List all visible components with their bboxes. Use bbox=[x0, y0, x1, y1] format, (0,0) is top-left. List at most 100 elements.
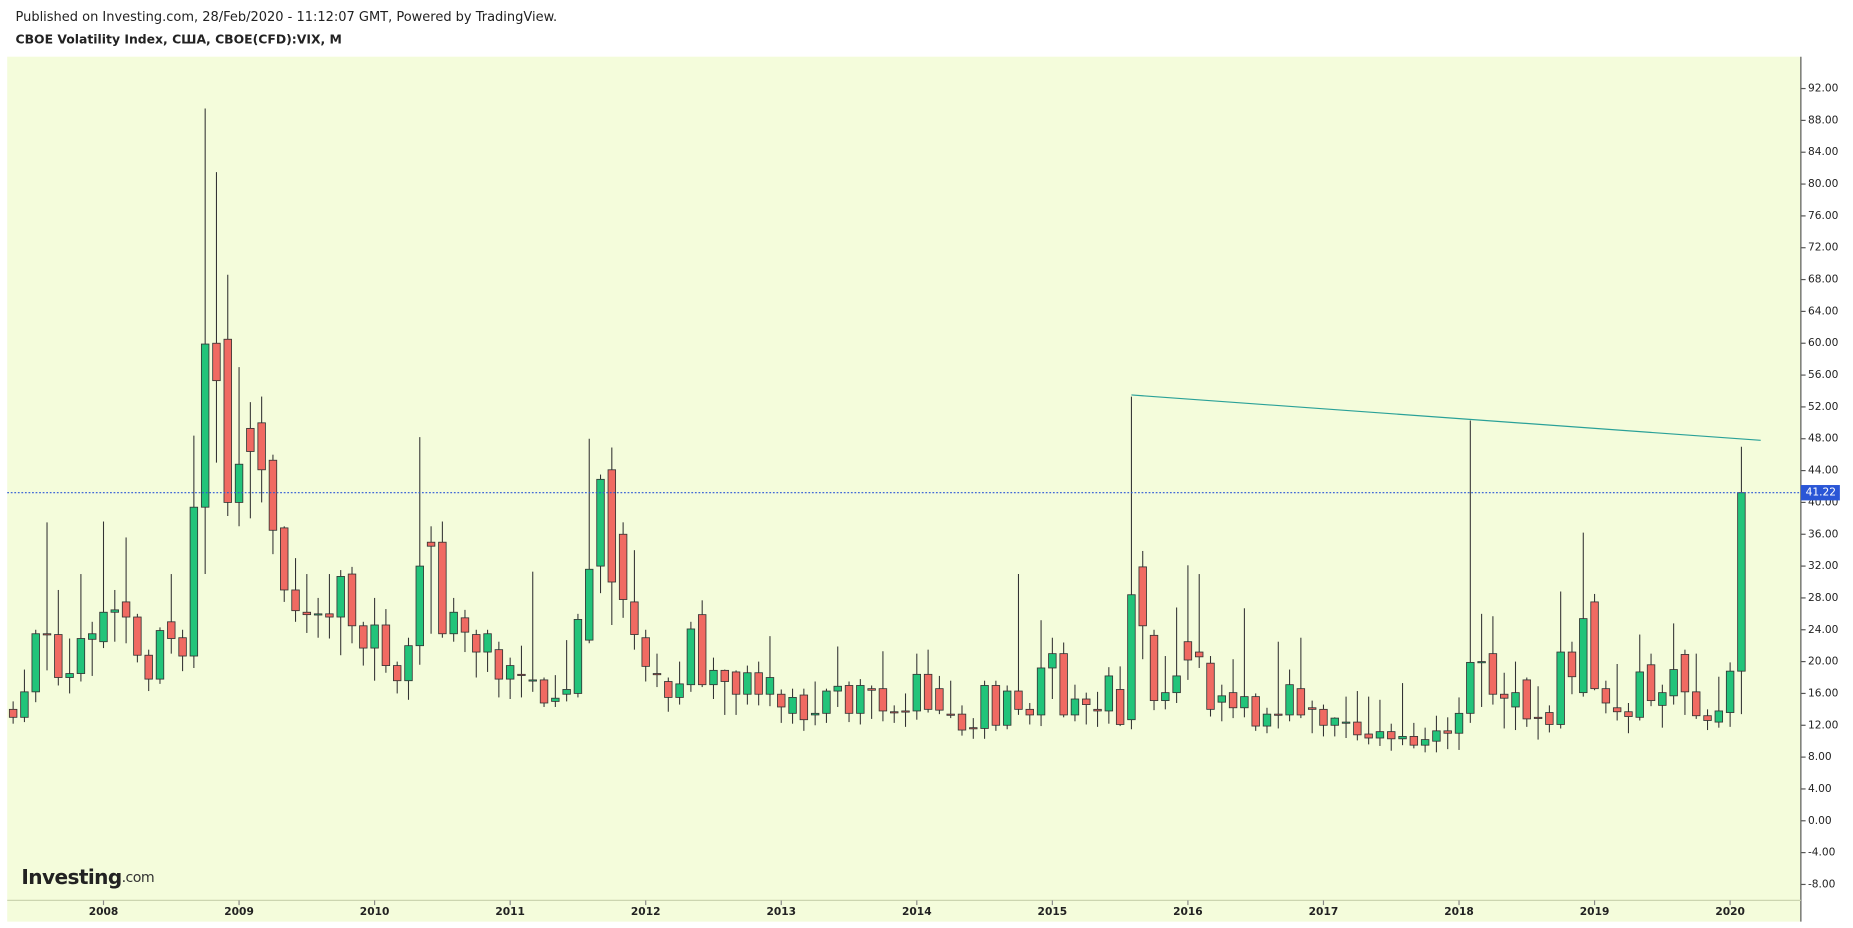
candle-body bbox=[675, 683, 684, 698]
candle-body bbox=[483, 633, 492, 653]
candle-body bbox=[280, 527, 289, 591]
candle-body bbox=[991, 685, 1001, 726]
candle-body bbox=[291, 589, 300, 612]
y-tick-label: 56.00 bbox=[1808, 368, 1839, 381]
candle-body bbox=[200, 343, 210, 508]
candle-body bbox=[1398, 735, 1407, 740]
candle-body bbox=[935, 688, 944, 711]
candle-body bbox=[1330, 717, 1339, 726]
candle-body bbox=[562, 689, 571, 695]
candle-body bbox=[912, 673, 922, 712]
candle-body bbox=[1002, 690, 1012, 726]
candle-body bbox=[1567, 651, 1577, 678]
candle-body bbox=[1104, 675, 1114, 712]
plot-area bbox=[7, 56, 1801, 901]
candle-body bbox=[1115, 689, 1125, 725]
candle-body bbox=[1070, 698, 1080, 716]
candle-body bbox=[1217, 695, 1226, 703]
candle-body bbox=[121, 601, 131, 618]
candle-body bbox=[686, 628, 696, 686]
candle-body bbox=[302, 611, 312, 616]
candle-body bbox=[404, 645, 413, 682]
candle-body bbox=[980, 685, 989, 729]
candle-body bbox=[901, 710, 910, 713]
candle-body bbox=[268, 459, 278, 531]
y-tick-label: -8.00 bbox=[1808, 877, 1836, 890]
candle-body bbox=[596, 478, 605, 567]
candle-body bbox=[1138, 566, 1147, 627]
candle-body bbox=[856, 685, 865, 714]
candle-body bbox=[76, 638, 86, 674]
candle-body bbox=[1036, 667, 1046, 716]
y-tick-label: 80.00 bbox=[1808, 177, 1839, 190]
x-tick-label: 2010 bbox=[360, 905, 390, 918]
candle-body bbox=[1353, 721, 1362, 736]
last-price-badge bbox=[1800, 485, 1840, 501]
candle-body bbox=[731, 671, 741, 695]
candle-body bbox=[1387, 731, 1396, 740]
x-tick-label: 2009 bbox=[224, 905, 254, 918]
candle-body bbox=[946, 713, 955, 716]
candle-body bbox=[1692, 691, 1701, 717]
candle-body bbox=[618, 533, 628, 600]
x-tick-label: 2017 bbox=[1309, 905, 1339, 918]
candle-body bbox=[1556, 651, 1565, 725]
y-tick-label: 84.00 bbox=[1808, 145, 1839, 158]
candle-body bbox=[212, 342, 221, 382]
candle-body bbox=[1612, 707, 1622, 713]
candle-body bbox=[1228, 692, 1238, 709]
candle-body bbox=[551, 697, 560, 702]
y-tick-label: 24.00 bbox=[1808, 623, 1839, 636]
candle-body bbox=[720, 669, 729, 682]
candle-body bbox=[1737, 492, 1746, 672]
logo: Investing.com bbox=[21, 864, 154, 888]
candle-body bbox=[133, 616, 142, 656]
candle-body bbox=[381, 624, 391, 666]
y-tick-label: 88.00 bbox=[1808, 113, 1839, 126]
candle-body bbox=[313, 613, 323, 616]
candle-body bbox=[1658, 692, 1667, 706]
candle-body bbox=[65, 673, 74, 678]
candle-body bbox=[189, 506, 199, 657]
candle-body bbox=[8, 708, 18, 718]
x-tick-label: 2020 bbox=[1715, 905, 1745, 918]
candle-body bbox=[1307, 707, 1317, 710]
candle-body bbox=[630, 601, 639, 635]
candle-body bbox=[110, 609, 119, 613]
candle-body bbox=[1025, 708, 1034, 716]
y-tick-label: 72.00 bbox=[1808, 241, 1839, 254]
candle-body bbox=[1454, 712, 1464, 734]
candle-body bbox=[1172, 675, 1181, 694]
candle-body bbox=[517, 673, 526, 676]
candle-body bbox=[799, 694, 809, 721]
candle-body bbox=[1240, 696, 1249, 709]
candle-body bbox=[1048, 653, 1057, 669]
candle-body bbox=[415, 565, 424, 647]
candle-body bbox=[1533, 716, 1543, 719]
x-tick-label: 2013 bbox=[766, 905, 796, 918]
candle-body bbox=[652, 673, 662, 676]
candle-body bbox=[1206, 662, 1215, 710]
candle-body bbox=[167, 621, 176, 639]
candle-body bbox=[1545, 712, 1554, 725]
candle-body bbox=[370, 624, 379, 649]
y-tick-label: 16.00 bbox=[1808, 686, 1839, 699]
x-tick-label: 2008 bbox=[89, 905, 119, 918]
candle-body bbox=[1522, 679, 1531, 720]
candle-body bbox=[1127, 594, 1136, 721]
y-tick-label: 32.00 bbox=[1808, 559, 1839, 572]
candle-body bbox=[494, 649, 504, 680]
candle-body bbox=[1319, 708, 1328, 726]
y-tick-label: -4.00 bbox=[1808, 846, 1836, 859]
candle-body bbox=[99, 611, 108, 643]
y-tick-label: 12.00 bbox=[1808, 718, 1839, 731]
candle-body bbox=[1443, 730, 1452, 734]
candle-body bbox=[155, 630, 165, 680]
candle-body bbox=[765, 677, 775, 695]
candle-body bbox=[246, 427, 255, 452]
candle-body bbox=[1375, 731, 1385, 739]
candle-body bbox=[393, 665, 402, 682]
logo-suffix: .com bbox=[122, 870, 154, 886]
